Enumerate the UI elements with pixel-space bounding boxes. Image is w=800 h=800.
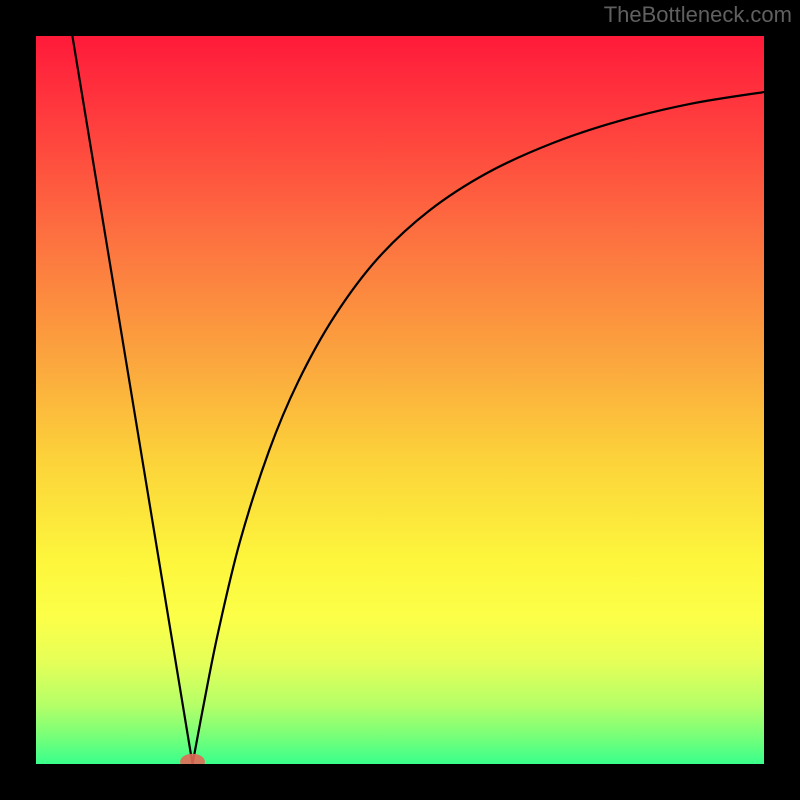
plot-area xyxy=(36,36,764,764)
watermark-text: TheBottleneck.com xyxy=(604,2,792,28)
gradient-background xyxy=(36,36,764,764)
chart-container: TheBottleneck.com xyxy=(0,0,800,800)
chart-svg xyxy=(36,36,764,764)
